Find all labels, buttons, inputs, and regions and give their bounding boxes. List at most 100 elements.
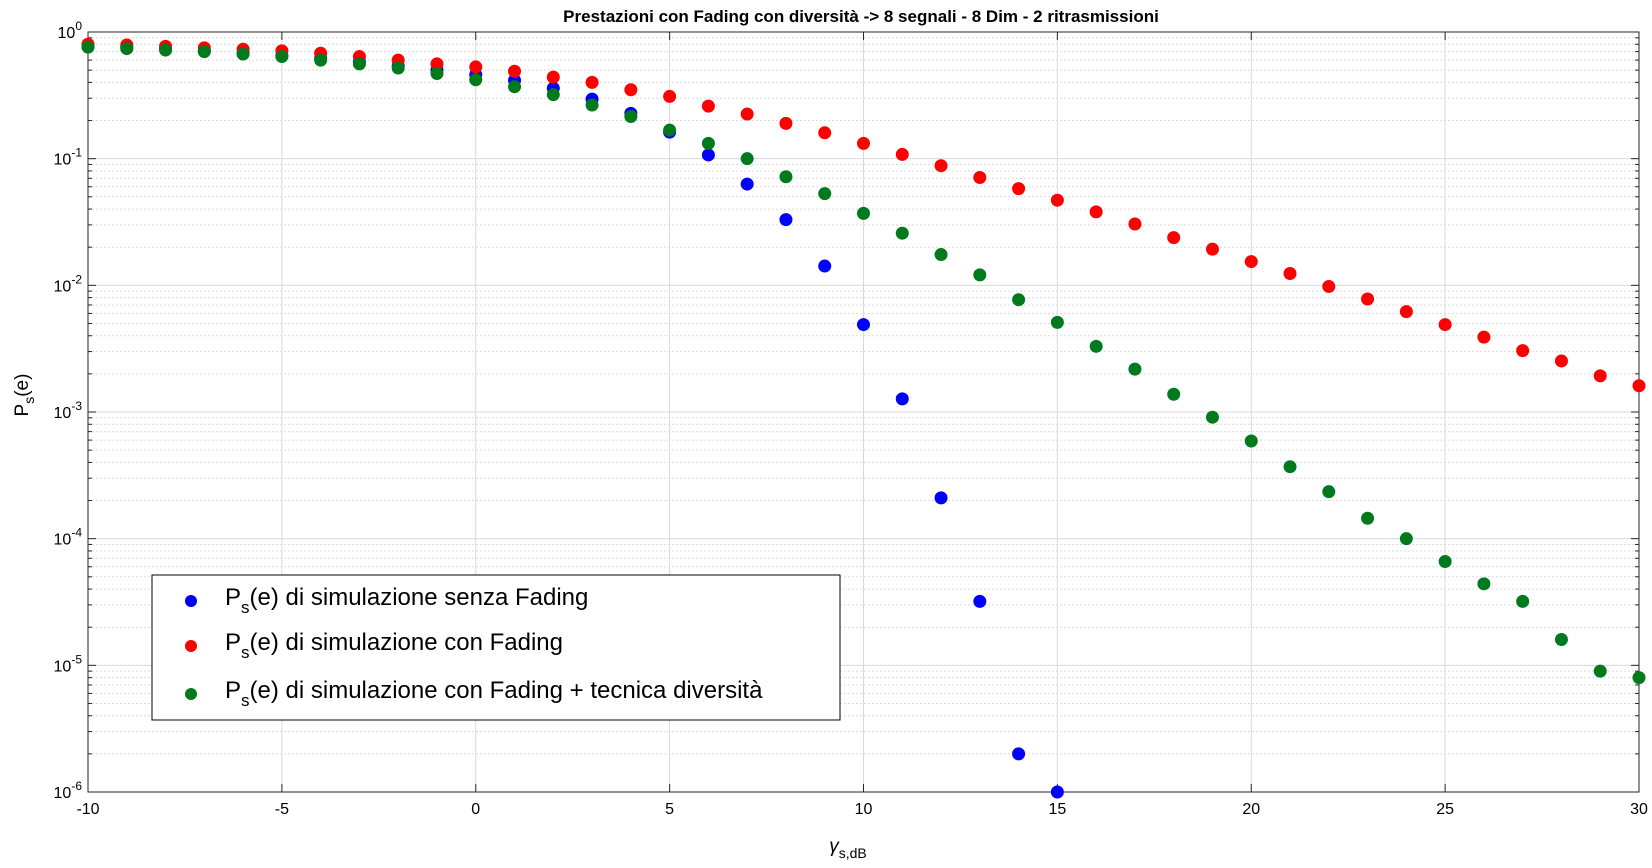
legend-label-3-main: P	[225, 677, 241, 704]
data-point	[624, 83, 638, 97]
y-tick-label-exponent: -4	[71, 526, 82, 540]
x-tick-label: 30	[1630, 801, 1648, 818]
y-tick-label-base: 10	[58, 25, 76, 42]
legend-entry-2: Ps(e) di simulazione con Fading	[185, 629, 563, 662]
x-axis-label-main: γ	[829, 836, 840, 857]
y-tick-label-exponent: 0	[75, 19, 82, 33]
data-point	[508, 64, 522, 78]
data-point	[1554, 354, 1568, 368]
legend-box	[151, 574, 841, 721]
series-3	[81, 40, 1646, 685]
legend-label-2-sub: s	[241, 643, 250, 662]
data-point	[508, 80, 522, 94]
data-point	[430, 67, 444, 81]
data-point	[1012, 182, 1026, 196]
data-point	[740, 152, 754, 166]
data-point	[1361, 292, 1375, 306]
data-point	[779, 116, 793, 130]
data-point	[1593, 664, 1607, 678]
data-point	[1128, 217, 1142, 231]
legend-label-3: Ps(e) di simulazione con Fading + tecnic…	[225, 677, 763, 710]
data-point	[663, 89, 677, 103]
data-point	[740, 177, 754, 191]
x-tick-label: -10	[76, 801, 99, 818]
data-point	[1167, 387, 1181, 401]
data-point	[275, 50, 289, 64]
data-point	[624, 110, 638, 124]
data-point	[1554, 632, 1568, 646]
data-point	[1089, 205, 1103, 219]
grid-layer	[87, 31, 1640, 793]
data-point	[1632, 671, 1646, 685]
data-point	[1205, 410, 1219, 424]
data-point	[391, 61, 405, 75]
data-point	[352, 57, 366, 71]
data-point	[973, 594, 987, 608]
data-point	[1322, 279, 1336, 293]
x-tick-label: -5	[275, 801, 289, 818]
data-point	[1593, 369, 1607, 383]
data-point	[1438, 318, 1452, 332]
legend-label-2-main: P	[225, 629, 241, 656]
x-tick-label: 5	[665, 801, 674, 818]
data-point	[1322, 485, 1336, 499]
y-axis-label-tail: (e)	[12, 374, 33, 397]
data-point	[818, 259, 832, 273]
legend-label-1: Ps(e) di simulazione senza Fading	[225, 584, 588, 617]
data-point	[818, 187, 832, 201]
data-point	[1050, 785, 1064, 799]
data-point	[1167, 231, 1181, 245]
data-point	[1012, 747, 1026, 761]
x-tick-label: 10	[855, 801, 873, 818]
legend-marker-1	[185, 595, 197, 607]
axes-layer: -10 -5 0 5 10 15 20 25 3010010-110-210-310-410-5…	[54, 19, 1648, 818]
y-tick-label: 10-4	[54, 526, 83, 549]
y-tick-label-base: 10	[54, 405, 72, 422]
y-tick-label: 100	[58, 19, 83, 42]
data-point	[1205, 242, 1219, 256]
data-point	[1477, 330, 1491, 344]
y-tick-label-exponent: -5	[71, 652, 82, 666]
data-point	[973, 268, 987, 282]
y-tick-label-exponent: -2	[71, 272, 82, 286]
legend-label-2: Ps(e) di simulazione con Fading	[225, 629, 563, 662]
y-tick-label: 10-5	[54, 652, 83, 675]
data-point	[1244, 434, 1258, 448]
data-point	[779, 213, 793, 227]
data-point	[1050, 193, 1064, 207]
y-tick-label-base: 10	[54, 152, 72, 169]
legend-marker-3	[185, 688, 197, 700]
y-tick-label-exponent: -6	[71, 779, 82, 793]
legend-label-3-sub: s	[241, 691, 250, 710]
data-point	[663, 123, 677, 137]
legend-label-3-rest: (e) di simulazione con Fading + tecnica …	[250, 677, 764, 704]
data-point	[1477, 577, 1491, 591]
data-point	[973, 171, 987, 185]
series-2	[81, 37, 1646, 393]
data-point	[934, 159, 948, 173]
data-point	[701, 99, 715, 113]
data-point	[159, 43, 173, 57]
data-point	[120, 42, 134, 56]
y-tick-label: 10-3	[54, 399, 83, 422]
data-point	[934, 248, 948, 262]
data-point	[1516, 594, 1530, 608]
data-point	[546, 88, 560, 102]
x-tick-label: 0	[471, 801, 480, 818]
data-point	[857, 206, 870, 220]
data-point	[779, 170, 793, 184]
data-point	[1399, 305, 1413, 319]
data-point	[1361, 511, 1375, 525]
legend-label-2-rest: (e) di simulazione con Fading	[250, 629, 564, 656]
data-point	[1516, 344, 1530, 358]
x-tick-label: 15	[1048, 801, 1066, 818]
data-point	[81, 40, 95, 54]
data-point	[895, 147, 909, 161]
y-tick-label: 10-6	[54, 779, 83, 802]
data-point	[1283, 460, 1297, 474]
y-tick-label-exponent: -3	[71, 399, 82, 413]
data-point	[1399, 532, 1413, 546]
data-point	[740, 107, 754, 121]
data-point	[857, 318, 870, 332]
